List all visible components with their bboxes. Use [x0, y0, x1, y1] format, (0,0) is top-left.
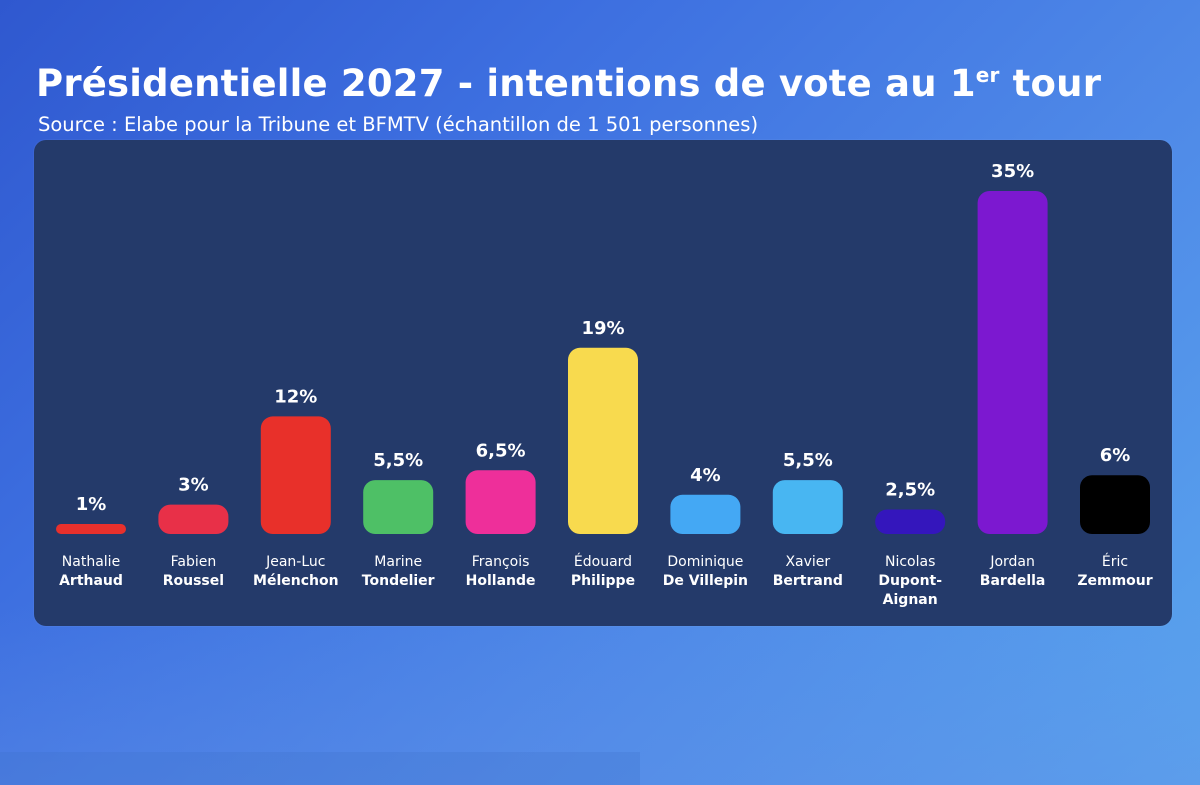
- bar-value-label: 1%: [76, 494, 107, 515]
- bar-value-label: 12%: [274, 386, 317, 407]
- bar-0: [56, 524, 126, 534]
- candidate-first-name: Fabien: [171, 554, 217, 570]
- candidate-last-name: Arthaud: [59, 573, 123, 589]
- candidate-last-name: Roussel: [163, 573, 224, 589]
- bar-4: [465, 470, 536, 534]
- candidate-first-name: Marine: [374, 554, 422, 570]
- bar-10: [1080, 475, 1150, 534]
- bar-value-label: 2,5%: [885, 480, 935, 501]
- candidate-last-name: Aignan: [883, 592, 938, 608]
- background-glow: [0, 600, 1200, 785]
- bar-value-label: 3%: [178, 475, 209, 496]
- bar-value-label: 6,5%: [476, 440, 526, 461]
- bar-value-label: 4%: [690, 465, 721, 486]
- candidate-first-name: Nicolas: [885, 554, 935, 570]
- candidate-last-name: Bertrand: [773, 573, 843, 589]
- candidate-last-name: De Villepin: [663, 573, 748, 589]
- candidate-first-name: Jean-Luc: [265, 554, 325, 570]
- bar-3: [363, 480, 434, 534]
- title-superscript: er: [975, 63, 1000, 87]
- candidate-last-name: Philippe: [571, 573, 635, 589]
- candidate-first-name: Édouard: [574, 553, 632, 570]
- candidate-first-name: Nathalie: [62, 554, 120, 570]
- candidate-first-name: Éric: [1102, 553, 1128, 570]
- chart-title: Présidentielle 2027 - intentions de vote…: [36, 62, 1102, 105]
- bar-value-label: 19%: [581, 318, 624, 339]
- candidate-last-name: Bardella: [980, 573, 1046, 589]
- candidate-last-name: Zemmour: [1077, 573, 1152, 589]
- bar-value-label: 6%: [1100, 445, 1131, 466]
- bar-chart: 1% Nathalie Arthaud 3% Fabien Roussel 12% Jean-…: [56, 161, 1153, 608]
- candidate-first-name: Xavier: [785, 554, 830, 570]
- bar-7: [772, 480, 843, 534]
- bar-8: [875, 509, 946, 534]
- chart-subtitle: Source : Elabe pour la Tribune et BFMTV …: [38, 113, 759, 136]
- bar-2: [260, 416, 331, 534]
- video-controls-strip: [0, 752, 640, 785]
- bar-6: [670, 494, 741, 534]
- candidate-first-name: François: [472, 554, 530, 570]
- candidate-last-name: Hollande: [466, 573, 536, 589]
- bar-value-label: 5,5%: [783, 450, 833, 471]
- bar-value-label: 35%: [991, 161, 1034, 182]
- candidate-last-name: Tondelier: [362, 573, 435, 589]
- bar-9: [977, 191, 1048, 534]
- candidate-last-name: Dupont-: [878, 573, 942, 589]
- bar-5: [568, 347, 638, 534]
- candidate-first-name: Dominique: [667, 554, 743, 570]
- bar-value-label: 5,5%: [373, 450, 423, 471]
- candidate-first-name: Jordan: [989, 554, 1035, 570]
- candidate-last-name: Mélenchon: [253, 573, 339, 589]
- bar-1: [158, 504, 229, 534]
